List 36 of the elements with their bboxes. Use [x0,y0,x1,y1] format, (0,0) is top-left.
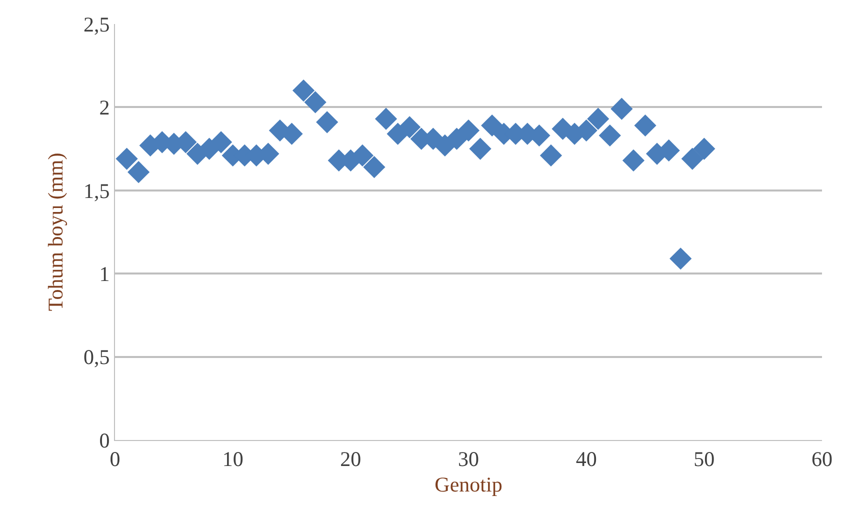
point [610,98,633,120]
y-tick-label: 2,5 [84,12,110,36]
point [128,161,150,184]
point [634,114,656,137]
point [116,148,138,170]
x-tick-label: 50 [694,447,715,472]
x-tick-label: 10 [222,447,244,472]
point [363,156,386,178]
point [316,111,338,134]
x-tick-label: 20 [340,447,362,472]
point [446,128,468,150]
point [457,119,480,142]
y-tick-label: 1 [99,262,110,286]
y-tick-label: 2 [99,96,110,120]
point [540,144,562,167]
point [693,138,716,160]
point [304,91,326,114]
point [622,149,645,172]
point [587,108,610,130]
point [598,124,621,147]
point [398,116,421,138]
point [292,80,315,102]
point [374,108,398,130]
x-tick-label: 40 [576,447,597,472]
y-tick-label: 0,5 [84,345,110,370]
point [681,148,704,170]
point [481,114,504,137]
x-tick-label: 30 [458,447,479,472]
x-axis-title: Genotip [434,472,502,496]
point [670,248,692,270]
y-tick-label: 1,5 [84,178,110,203]
x-tick-label: 60 [812,447,832,472]
y-axis-title: Tohum boyu (mm) [44,152,68,312]
y-tick-label: 0 [99,428,110,452]
point [210,131,232,154]
point [469,138,492,160]
